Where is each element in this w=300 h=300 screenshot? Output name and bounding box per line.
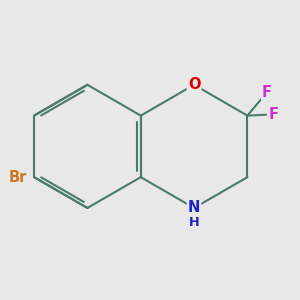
Text: N: N — [188, 200, 200, 215]
Text: F: F — [268, 107, 278, 122]
Text: H: H — [189, 216, 200, 229]
Text: Br: Br — [8, 170, 27, 185]
Text: O: O — [188, 77, 200, 92]
Text: F: F — [262, 85, 272, 100]
